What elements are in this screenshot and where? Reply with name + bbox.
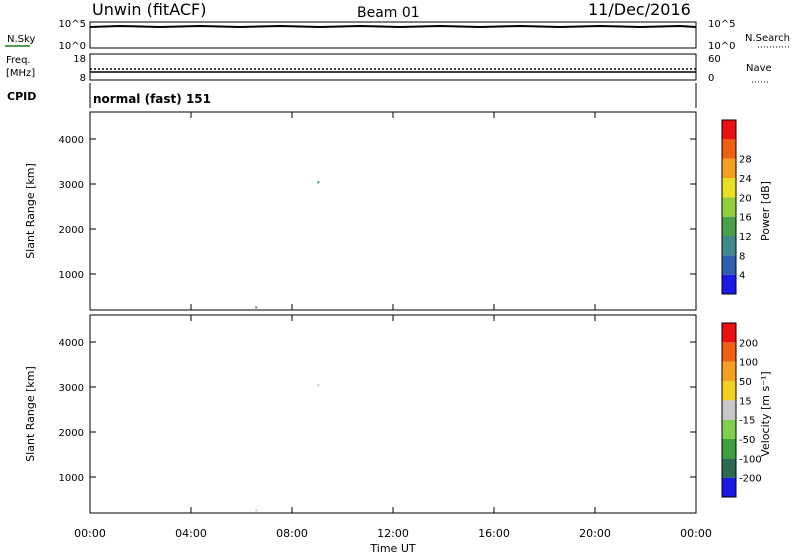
nsky-tick-top: 10^5: [59, 19, 86, 30]
colorbar-tick-label: -50: [739, 435, 755, 446]
colorbar-swatch: [722, 178, 736, 198]
colorbar-swatch: [722, 361, 736, 381]
x-tick-label: 08:00: [276, 527, 308, 540]
noise-panel: N.Sky 10^5 10^0 10^5 10^0 N.Search: [5, 19, 790, 52]
colorbar-tick-label: 4: [739, 271, 745, 282]
nave-tick-bottom: 0: [708, 73, 714, 84]
y-tick-label: 1000: [59, 473, 84, 484]
colorbar-swatch: [722, 236, 736, 256]
colorbar-swatch: [722, 120, 736, 140]
freq-panel: Freq. [MHz] 18 8 60 0 Nave: [6, 53, 772, 84]
velocity-ylabel: Slant Range [km]: [24, 366, 37, 462]
beam-title: Beam 01: [357, 5, 420, 21]
x-tick-label: 00:00: [74, 527, 106, 540]
colorbar-swatch: [722, 400, 736, 420]
colorbar-swatch: [722, 419, 736, 439]
freq-label-1: Freq.: [6, 55, 31, 66]
colorbar-swatch: [722, 477, 736, 497]
velocity-xlabel: Time UT: [369, 542, 415, 554]
nave-label: Nave: [746, 63, 772, 74]
x-tick-label: 20:00: [579, 527, 611, 540]
nsearch-tick-bottom: 10^0: [708, 41, 735, 52]
y-tick-label: 3000: [59, 383, 84, 394]
x-tick-label: 00:00: [680, 527, 712, 540]
cpid-label: CPID: [7, 90, 36, 103]
colorbar-tick-label: 100: [739, 358, 758, 369]
x-tick-label: 04:00: [175, 527, 207, 540]
nsky-label: N.Sky: [7, 34, 35, 45]
nave-tick-top: 60: [708, 54, 721, 65]
freq-tick-top: 18: [73, 54, 86, 65]
cpid-value: normal (fast) 151: [93, 92, 211, 106]
data-pixel: [255, 306, 258, 309]
data-pixel: [255, 509, 258, 512]
power-data: [255, 181, 320, 309]
power-colorbar: 4 8 12 16 20 24 28: [721, 119, 752, 295]
x-tick-label: 12:00: [377, 527, 409, 540]
velocity-x-axis: 00:00 04:00 08:00 12:00 16:00 20:00 00:00: [74, 112, 712, 540]
colorbar-swatch: [722, 439, 736, 459]
colorbar-swatch: [722, 255, 736, 275]
colorbar-tick-label: 24: [739, 174, 752, 185]
nsearch-tick-top: 10^5: [708, 19, 735, 30]
power-y-axis: 1000 2000 3000 4000: [59, 135, 696, 281]
noise-sky-line: [89, 24, 697, 29]
colorbar-swatch: [722, 274, 736, 294]
power-panel: 1000 2000 3000 4000 Slant Range [km] 4 8 12 16…: [24, 111, 772, 311]
colorbar-swatch: [722, 197, 736, 217]
nsky-tick-bottom: 10^0: [59, 41, 86, 52]
date-title: 11/Dec/2016: [588, 0, 691, 19]
velocity-colorbar-label: Velocity [m s⁻¹]: [759, 371, 772, 456]
colorbar-tick-label: 28: [739, 155, 752, 166]
freq-label-2: [MHz]: [6, 68, 35, 79]
station-title: Unwin (fitACF): [92, 0, 206, 19]
colorbar-tick-label: -100: [739, 454, 762, 465]
colorbar-tick-label: -200: [739, 474, 762, 485]
data-pixel: [317, 384, 320, 387]
velocity-colorbar: 200 100 50 15 -15 -50 -100 -200: [721, 322, 762, 498]
nsearch-label: N.Search: [745, 33, 790, 44]
colorbar-tick-label: 12: [739, 232, 752, 243]
colorbar-tick-label: 20: [739, 193, 752, 204]
x-tick-label: 16:00: [478, 527, 510, 540]
power-ylabel: Slant Range [km]: [24, 163, 37, 259]
colorbar-swatch: [722, 216, 736, 236]
y-tick-label: 4000: [59, 135, 84, 146]
data-pixel: [317, 181, 320, 184]
y-tick-label: 2000: [59, 428, 84, 439]
colorbar-tick-label: -15: [739, 416, 755, 427]
colorbar-swatch: [722, 158, 736, 178]
colorbar-tick-label: 15: [739, 396, 752, 407]
y-tick-label: 1000: [59, 270, 84, 281]
y-tick-label: 3000: [59, 180, 84, 191]
colorbar-swatch: [722, 458, 736, 478]
velocity-panel: 1000 2000 3000 4000 00:00 04:00 08:00 12:00 16:…: [24, 112, 772, 555]
colorbar-tick-label: 200: [739, 338, 758, 349]
freq-tick-bottom: 8: [80, 73, 86, 84]
colorbar-swatch: [722, 139, 736, 159]
colorbar-swatch: [722, 342, 736, 362]
colorbar-swatch: [722, 381, 736, 401]
colorbar-tick-label: 8: [739, 251, 745, 262]
velocity-y-axis: 1000 2000 3000 4000: [59, 338, 696, 484]
colorbar-tick-label: 50: [739, 377, 752, 388]
y-tick-label: 4000: [59, 338, 84, 349]
colorbar-tick-label: 16: [739, 213, 752, 224]
power-colorbar-label: Power [dB]: [759, 181, 772, 241]
velocity-data: [255, 384, 320, 512]
y-tick-label: 2000: [59, 225, 84, 236]
colorbar-swatch: [722, 323, 736, 343]
